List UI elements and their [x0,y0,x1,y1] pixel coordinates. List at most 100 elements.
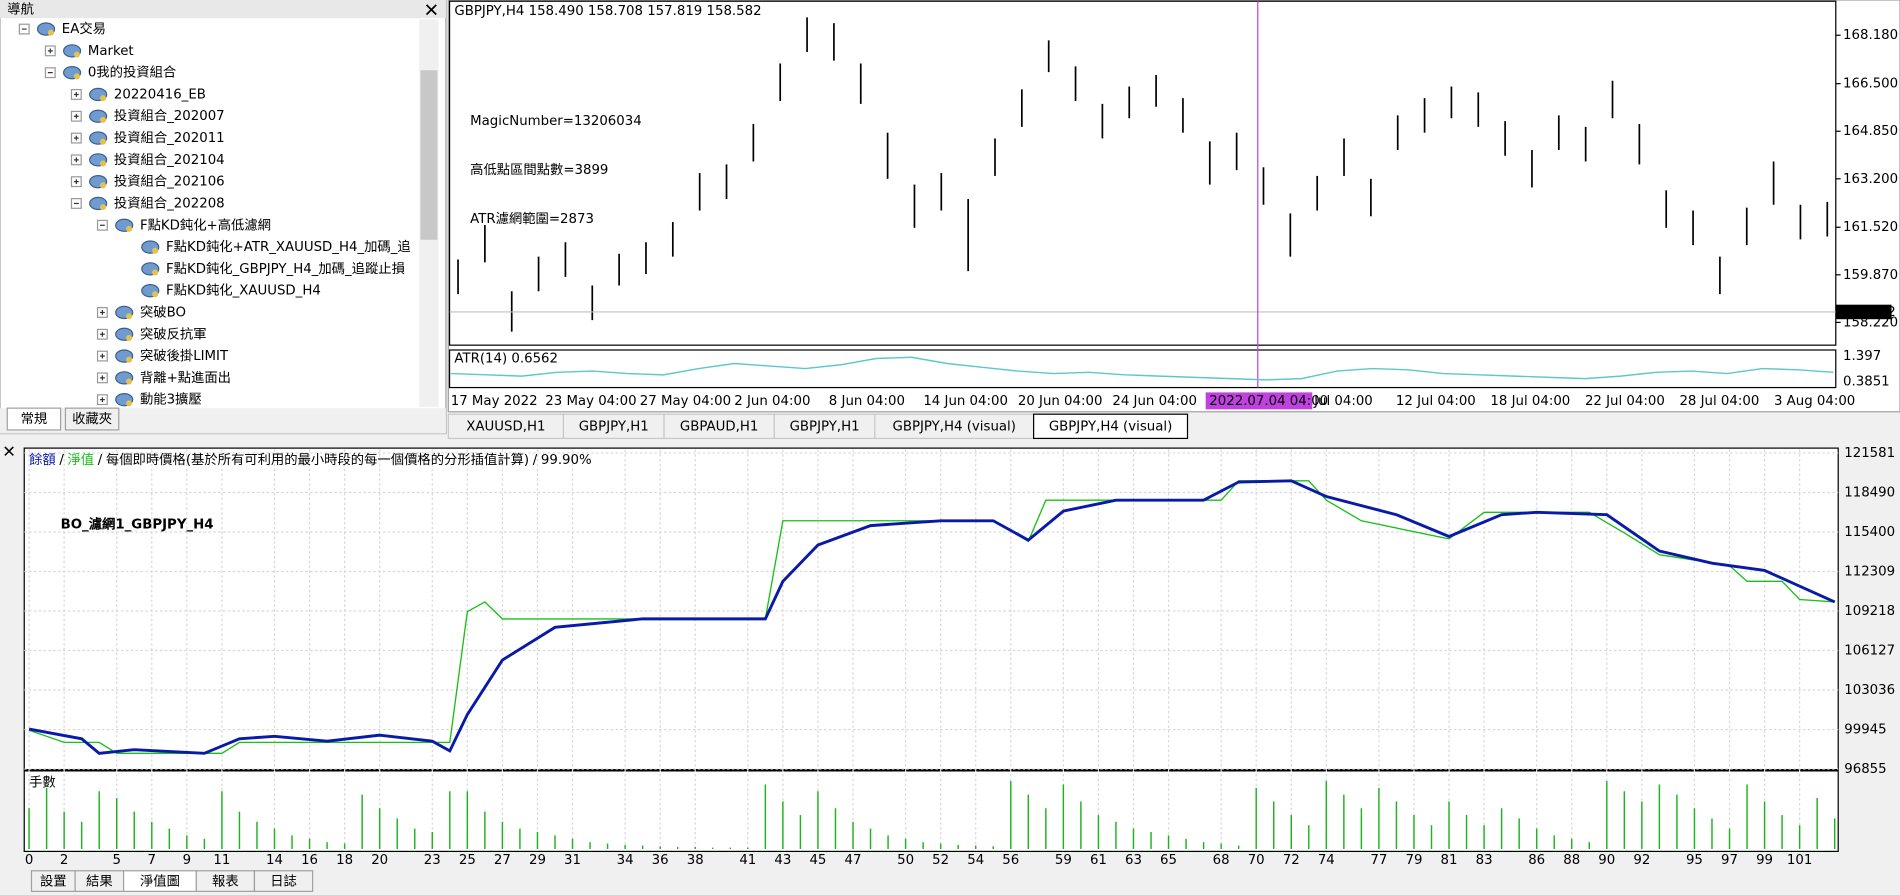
tree-item[interactable]: 突破BO [140,304,186,320]
tree-item[interactable]: F點KD鈍化_GBPJPY_H4_加碼_追蹤止損 [166,261,405,277]
x-tick-label: 74 [1318,853,1335,868]
navigator-close[interactable] [425,4,437,16]
x-tick-label: 81 [1441,853,1458,868]
price-bars [457,17,1829,332]
tab[interactable] [562,413,665,440]
tab-label[interactable]: GBPJPY,H1 [579,419,649,434]
item-icon-dot [99,116,107,123]
x-tick-label: 90 [1598,853,1615,868]
tab[interactable] [253,870,314,892]
tab[interactable] [874,413,1035,440]
tree-item[interactable]: Market [88,44,134,59]
y-tick-label: 112309 [1844,564,1895,579]
x-tick-label: 59 [1055,853,1072,868]
tab-label[interactable]: GBPJPY,H1 [790,419,860,434]
tab-label[interactable]: 常規 [21,411,48,427]
time-label: 27 May 04:00 [640,394,731,409]
scroll-thumb[interactable] [420,70,438,240]
chart-header: 餘額 / 淨值 / 每個即時價格(基於所有可利用的最小時段的每一個價格的分形插值計算) /… [29,451,592,468]
tab-label[interactable]: 收藏夾 [72,411,112,427]
tab-label[interactable]: GBPJPY,H4 (visual) [893,419,1016,434]
tab-label[interactable]: 報表 [212,874,239,890]
x-tick-label: 47 [845,853,862,868]
time-label: 20 Jun 04:00 [1018,394,1103,409]
navigator-tabs: 常規 收藏夾 [6,407,120,431]
lots-title: 手數 [29,774,56,790]
item-icon-dot [99,95,107,102]
tab-active[interactable] [6,407,62,431]
tree-item[interactable]: EA交易 [62,20,106,37]
navigator-titlebar [0,0,446,19]
chart-tabs: XAUUSD,H1 GBPJPY,H1 GBPAUD,H1 GBPJPY,H1 GBPJ… [447,413,1189,440]
x-tick-label: 25 [459,853,476,868]
tab-label[interactable]: 結果 [86,874,113,890]
x-tick-label: 45 [809,853,826,868]
tab-active[interactable] [1033,413,1189,440]
atr-line [450,356,1834,381]
tree-item[interactable]: 突破反抗軍 [140,326,207,342]
navigator-tree: EA交易 Market 0我的投資組合 20220416_EB 投資組合_202007 投… [18,20,411,408]
y-tick-label: 96855 [1844,762,1886,777]
item-icon-dot [73,51,80,58]
x-tick-label: 31 [564,853,581,868]
time-label: 18 Jul 04:00 [1490,394,1570,409]
x-tick-label: 77 [1370,853,1387,868]
x-tick-label: 27 [494,853,511,868]
time-label: 12 Jul 04:00 [1396,394,1476,409]
tree-item[interactable]: 投資組合_202104 [114,152,225,168]
tester-close[interactable] [4,446,14,456]
y-tick-label: 121581 [1844,446,1895,461]
x-tick-label: 43 [774,853,791,868]
tree-item[interactable]: F點KD鈍化+ATR_XAUUSD_H4_加碼_追 [166,239,411,255]
y-tick-label: 166.500 [1843,77,1898,92]
annotation: MagicNumber=13206034 [470,114,642,129]
tree-item[interactable]: 突破後掛LIMIT [140,348,229,364]
x-tick-label: 7 [148,853,156,868]
tab-label[interactable]: 淨值圖 [140,874,180,890]
tab-label[interactable]: XAUUSD,H1 [466,419,545,434]
tab-label[interactable]: 日誌 [270,874,297,890]
series-line [28,479,1836,755]
tree-item[interactable]: 20220416_EB [114,87,206,102]
equity-area [23,447,1839,853]
tab[interactable] [64,407,120,431]
x-tick-label: 88 [1563,853,1580,868]
x-tick-label: 11 [213,853,230,868]
y-tick-label: 168.180 [1843,28,1898,43]
y-tick-label: 164.850 [1843,124,1898,139]
time-label: 3 Aug 04:00 [1774,394,1855,409]
tree-item[interactable]: 背離+點進面出 [140,370,231,386]
tree-item[interactable]: 投資組合_202011 [114,130,225,146]
tab-label[interactable]: 設置 [40,874,67,890]
header-text: / [59,453,64,468]
x-tick-label: 41 [739,853,756,868]
item-icon-dot [152,269,159,276]
tree-item[interactable]: 動能3擴壓 [140,391,202,408]
tab-label[interactable]: GBPAUD,H1 [680,419,758,434]
tree-item[interactable]: F點KD鈍化+高低濾網 [140,216,271,233]
tree-item[interactable]: F點KD鈍化_XAUUSD_H4 [166,283,321,299]
chart-title: GBPJPY,H4 158.490 158.708 157.819 158.58… [454,4,761,19]
x-tick-label: 101 [1787,853,1812,868]
tab-label[interactable]: GBPJPY,H4 (visual) [1049,419,1172,434]
y-tick-label: 115400 [1844,525,1895,540]
tab[interactable] [663,413,775,440]
y-tick-label: 103036 [1844,683,1895,698]
tree-item[interactable]: 0我的投資組合 [88,65,176,81]
time-label: 8 Jun 04:00 [829,394,905,409]
header-text: / [533,453,538,468]
tree-item[interactable]: 投資組合_202208 [114,195,225,211]
header-text: / [98,453,103,468]
x-tick-label: 79 [1405,853,1422,868]
x-tick-label: 52 [932,853,949,868]
chart-window [447,0,1900,413]
tree-item[interactable]: 投資組合_202106 [114,174,225,190]
x-tick-label: 14 [266,853,283,868]
x-tick-label: 5 [112,853,120,868]
tree-item[interactable]: 投資組合_202007 [114,108,225,124]
legend-entry: 餘額 [29,451,56,468]
x-tick-label: 56 [1002,853,1019,868]
y-tick-label: 159.870 [1843,268,1898,283]
time-label-highlight: 2022.07.04 04:00 [1209,394,1328,409]
